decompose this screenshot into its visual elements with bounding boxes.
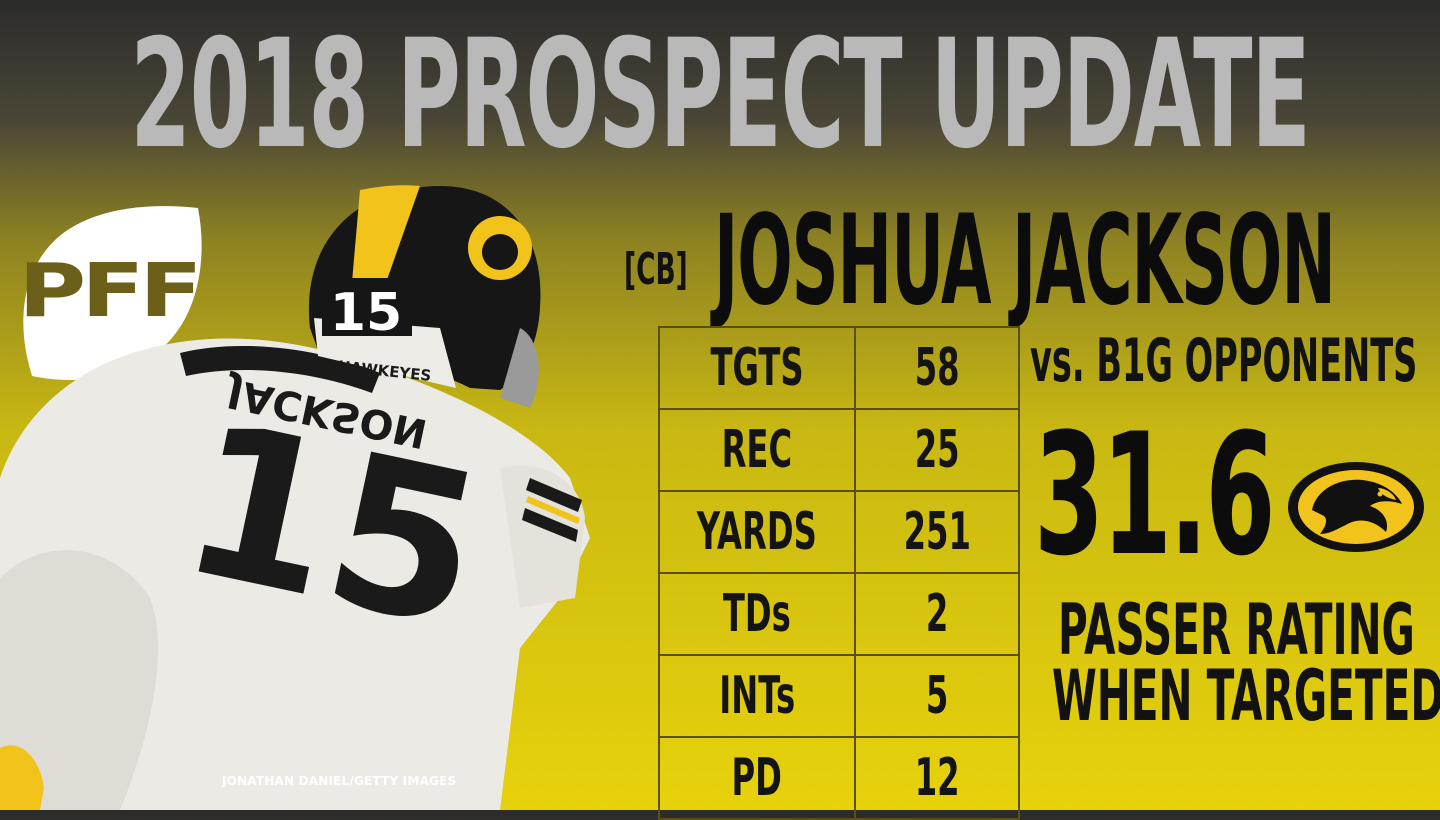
stat-value: 25: [853, 408, 1021, 492]
jersey-number: 15: [164, 376, 501, 676]
stat-label: PD: [658, 736, 856, 820]
stat-value: 251: [853, 490, 1021, 574]
stats-table: TGTS 58 REC 25 YARDS 251 TDs 2 INTs 5 PD…: [658, 326, 1021, 820]
helmet-number: 15: [330, 283, 402, 343]
photo-credit: JONATHAN DANIEL/GETTY IMAGES: [222, 774, 457, 788]
table-row: INTs 5: [658, 654, 1021, 738]
page-title: 2018 PROSPECT UPDATE: [130, 8, 1310, 182]
stat-label: REC: [658, 408, 856, 492]
rating-caption-line1: PASSER RATING: [1058, 589, 1415, 671]
stats-context: vs. B1G OPPONENTS: [1030, 326, 1418, 396]
table-row: TGTS 58: [658, 326, 1021, 410]
rating-caption-line2: WHEN TARGETED: [1052, 655, 1440, 737]
pff-logo-text: PFF: [18, 247, 197, 334]
pff-logo: PFF: [18, 206, 203, 380]
position-tag: [CB]: [624, 244, 688, 295]
player-name: JOSHUA JACKSON: [714, 189, 1336, 333]
table-row: PD 12: [658, 736, 1021, 820]
stat-value: 58: [853, 326, 1021, 410]
passer-rating-value: 31.6: [1034, 397, 1276, 593]
stat-value: 2: [853, 572, 1021, 656]
tigerhawk-icon: [1288, 462, 1424, 552]
table-row: TDs 2: [658, 572, 1021, 656]
table-row: REC 25: [658, 408, 1021, 492]
player-photo: 15 JACKSON HAWKEYES 15: [0, 185, 590, 810]
stat-label: INTs: [658, 654, 856, 738]
table-row: YARDS 251: [658, 490, 1021, 574]
stat-label: TGTS: [658, 326, 856, 410]
stat-value: 5: [853, 654, 1021, 738]
stat-value: 12: [853, 736, 1021, 820]
stat-label: YARDS: [658, 490, 856, 574]
stat-label: TDs: [658, 572, 856, 656]
